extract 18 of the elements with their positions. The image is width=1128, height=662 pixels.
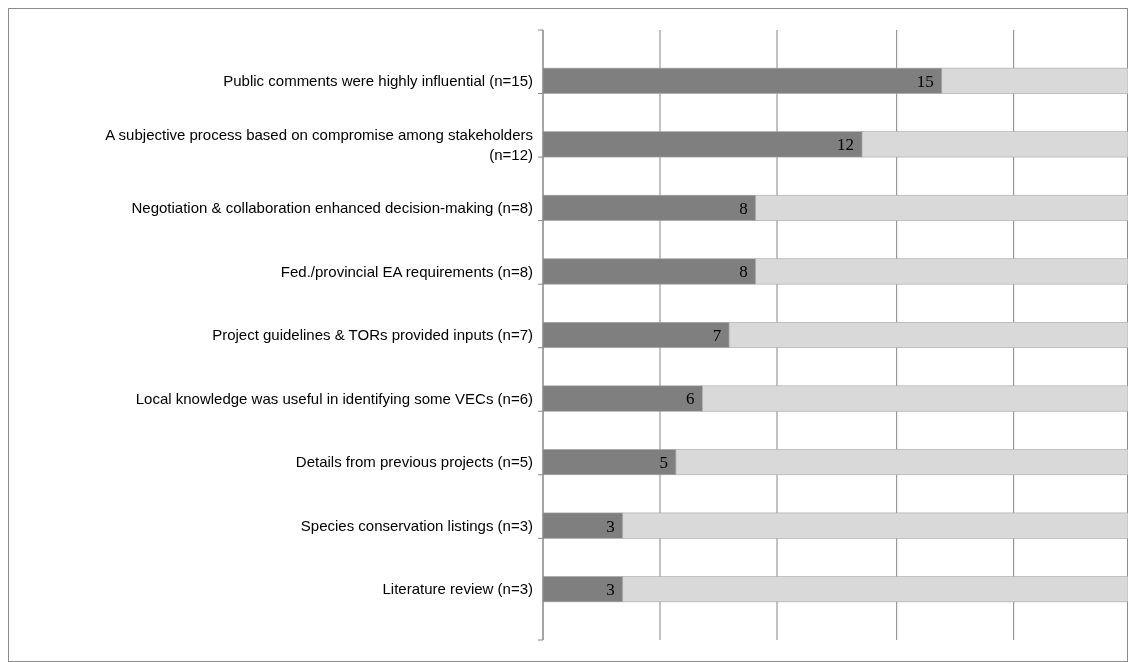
y-tick-label: A subjective process based on compromise among stakeholders (n=12) xyxy=(105,125,533,163)
y-tick-label: Fed./provincial EA requirements (n=8) xyxy=(280,262,533,280)
data-label: 6 xyxy=(686,389,695,409)
data-label: 5 xyxy=(659,453,668,473)
data-label: 8 xyxy=(739,262,748,282)
data-label: 15 xyxy=(916,71,934,91)
data-label: 3 xyxy=(606,580,615,600)
y-tick-label: Details from previous projects (n=5) xyxy=(295,453,533,471)
y-tick-label: Species conservation listings (n=3) xyxy=(300,516,533,534)
y-tick-label: Local knowledge was useful in identifying some VECs (n=6) xyxy=(135,389,533,407)
data-label: 8 xyxy=(739,198,748,218)
data-label: 7 xyxy=(712,325,722,345)
y-tick-label: Literature review (n=3) xyxy=(382,580,533,598)
y-tick-label: Public comments were highly influential (n=15) xyxy=(223,72,533,90)
data-label: 3 xyxy=(606,516,615,536)
y-tick-label: Project guidelines & TORs provided inputs (n=7) xyxy=(212,326,533,344)
data-label: 12 xyxy=(837,135,855,155)
y-tick-label: Negotiation & collaboration enhanced decision-making (n=8) xyxy=(131,199,533,217)
